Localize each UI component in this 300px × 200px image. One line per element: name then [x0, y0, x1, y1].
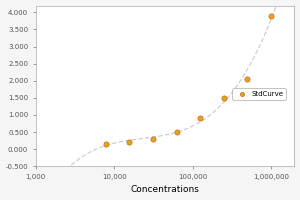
StdCurve: [103, 142, 108, 146]
X-axis label: Concentrations: Concentrations: [131, 185, 200, 194]
StdCurve: [127, 141, 132, 144]
StdCurve: [174, 130, 179, 134]
StdCurve: [221, 96, 226, 99]
Legend: StdCurve: StdCurve: [232, 88, 286, 100]
StdCurve: [245, 77, 250, 81]
StdCurve: [198, 117, 203, 120]
StdCurve: [268, 14, 273, 17]
StdCurve: [151, 137, 155, 140]
